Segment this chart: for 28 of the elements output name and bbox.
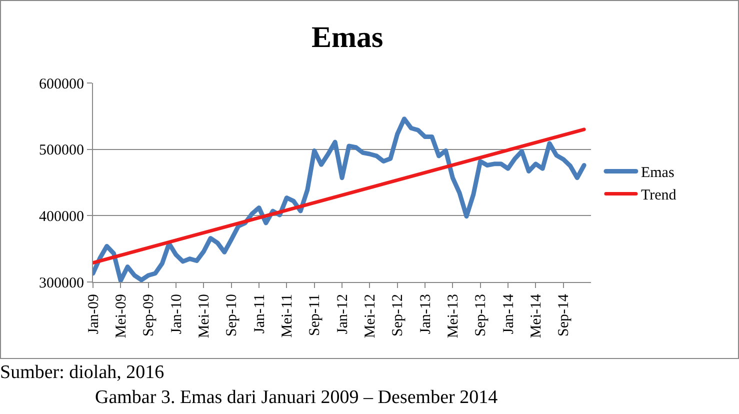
x-tick-label: Sep-13 [473, 294, 490, 336]
x-tick-label: Sep-10 [224, 294, 240, 336]
y-tick-label: 400000 [39, 208, 84, 225]
line-series [93, 116, 586, 282]
x-tick-label: Jan-14 [500, 294, 517, 334]
legend-label: Emas [640, 165, 674, 182]
x-tick-label: Jan-11 [252, 294, 268, 334]
x-tick-label: Sep-14 [556, 294, 572, 336]
x-tick-label: Mei-11 [280, 294, 296, 338]
text: Sumber: diolah, 2016 [0, 362, 164, 384]
x-tick-label: Jan-13 [418, 294, 434, 334]
x-tick-label: Mei-09 [114, 294, 130, 338]
x-tick-label: Jan-12 [334, 294, 351, 334]
x-tick-label: Sep-11 [307, 294, 324, 336]
y-tick-label: 600000 [39, 76, 84, 92]
y-tick-label: 300000 [39, 275, 84, 292]
x-tick-label: Sep-12 [390, 294, 406, 336]
x-tick-label: Mei-12 [362, 294, 379, 338]
text: Gambar 3. Emas dari Januari 2009 – Desember 2014 [95, 387, 498, 409]
x-tick-label: Sep-09 [141, 294, 158, 336]
legend-label: Trend [640, 188, 677, 204]
x-tick-label: Mei-10 [196, 294, 213, 338]
x-tick-label: Mei-13 [446, 294, 462, 338]
y-tick-label: 500000 [39, 142, 84, 159]
chart-title: Emas [312, 20, 384, 54]
x-tick-label: Jan-09 [86, 294, 102, 334]
x-tick-label: Mei-14 [528, 294, 545, 338]
x-tick-label: Jan-10 [168, 294, 185, 334]
